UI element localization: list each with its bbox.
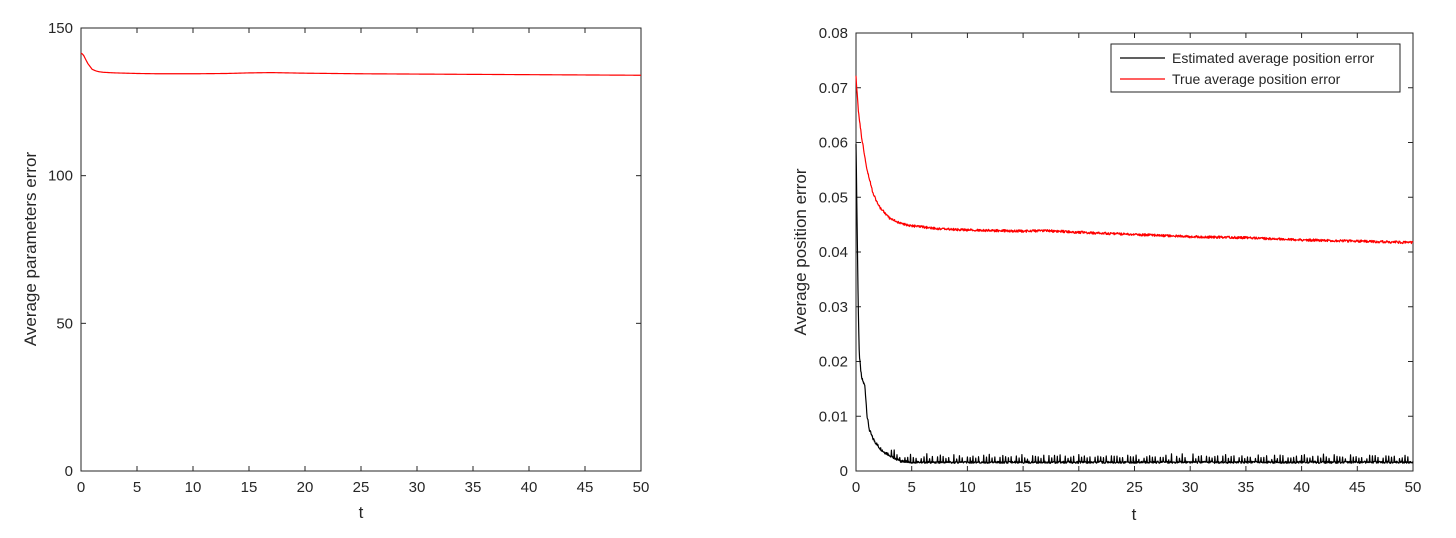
x-tick-label: 10	[959, 479, 976, 496]
y-tick-label: 100	[48, 168, 73, 185]
y-tick-labels: 0 0.01 0.02 0.03 0.04 0.05 0.06 0.07 0.08	[819, 25, 848, 480]
y-axis-label: Average position error	[791, 168, 810, 335]
y-tick-label: 150	[48, 20, 73, 37]
y-tick-label: 0.05	[819, 189, 848, 206]
x-tick-label: 40	[521, 479, 538, 496]
y-tick-label: 0.07	[819, 80, 848, 97]
legend-label-estimated: Estimated average position error	[1172, 50, 1375, 66]
chart-parameters-error: 0 5 10 15 20 25 30 35 40 45 50 0 50 100 150 t Average…	[21, 20, 649, 522]
x-tick-label: 0	[852, 479, 860, 496]
y-tick-label: 0.06	[819, 135, 848, 152]
y-tick-label: 0	[65, 463, 73, 480]
x-tick-label: 15	[241, 479, 258, 496]
x-tick-label: 30	[409, 479, 426, 496]
y-tick-label: 0	[840, 463, 848, 480]
x-tick-label: 45	[1349, 479, 1366, 496]
x-tick-label: 40	[1293, 479, 1310, 496]
x-tick-label: 20	[1070, 479, 1087, 496]
y-tick-label: 0.03	[819, 299, 848, 316]
x-tick-labels: 0 5 10 15 20 25 30 35 40 45 50	[852, 479, 1422, 496]
x-tick-labels: 0 5 10 15 20 25 30 35 40 45 50	[77, 479, 650, 496]
x-tick-label: 5	[133, 479, 141, 496]
y-tick-label: 0.08	[819, 25, 848, 42]
x-tick-label: 15	[1015, 479, 1032, 496]
x-tick-label: 50	[1405, 479, 1422, 496]
true-position-error-line	[855, 75, 1414, 245]
y-tick-labels: 0 50 100 150	[48, 20, 73, 480]
x-tick-label: 10	[185, 479, 202, 496]
plot-area-frame	[80, 27, 642, 472]
x-tick-label: 35	[465, 479, 482, 496]
x-tick-label: 35	[1238, 479, 1255, 496]
y-tick-label: 0.04	[819, 244, 848, 261]
x-tick-label: 20	[297, 479, 314, 496]
legend-label-true: True average position error	[1172, 71, 1341, 87]
x-tick-label: 0	[77, 479, 85, 496]
estimated-position-error-line	[855, 144, 1414, 464]
x-axis-label: t	[1132, 505, 1137, 524]
x-tick-label: 30	[1182, 479, 1199, 496]
tick-marks	[855, 32, 1414, 472]
x-tick-label: 25	[353, 479, 370, 496]
tick-marks	[80, 27, 642, 472]
x-axis-label: t	[359, 503, 364, 522]
legend: Estimated average position error True av…	[1110, 43, 1401, 93]
plot-area-frame	[855, 32, 1414, 472]
x-tick-label: 5	[908, 479, 916, 496]
x-tick-label: 50	[633, 479, 650, 496]
chart-position-error: 0 5 10 15 20 25 30 35 40 45 50 0 0.01 0.02 0.03 0.04 0.…	[791, 25, 1421, 524]
y-tick-label: 0.01	[819, 408, 848, 425]
series-lines	[855, 75, 1414, 464]
y-axis-label: Average parameters error	[21, 152, 40, 347]
x-tick-label: 45	[577, 479, 594, 496]
parameters-error-line	[80, 52, 641, 76]
legend-box	[1110, 43, 1401, 93]
series-lines	[80, 52, 641, 76]
y-tick-label: 50	[56, 315, 73, 332]
y-tick-label: 0.02	[819, 354, 848, 371]
x-tick-label: 25	[1126, 479, 1143, 496]
